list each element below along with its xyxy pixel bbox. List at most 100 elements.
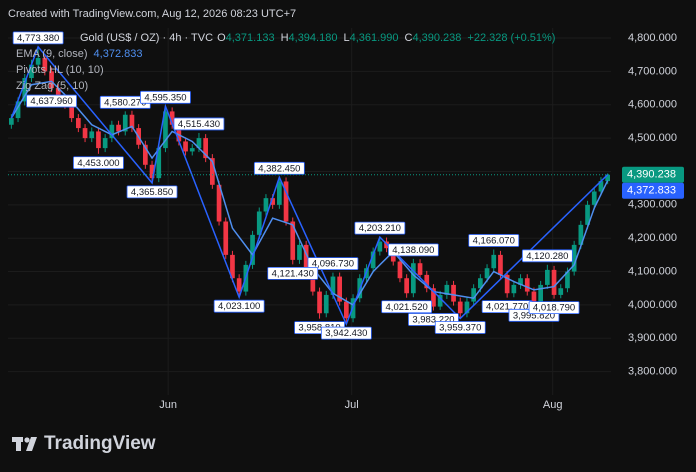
candle-body	[250, 234, 255, 265]
candle-body	[96, 131, 101, 149]
pivot-label: 4,021.770	[486, 302, 528, 313]
candle-body	[524, 278, 530, 292]
pivot-label-box	[213, 299, 265, 313]
candle-body	[76, 118, 81, 129]
legend-ema-name: EMA (9, close)	[16, 48, 88, 60]
candle-body	[558, 288, 564, 295]
pivot-label-box	[434, 321, 486, 334]
pivot-label: 4,166.070	[473, 236, 515, 247]
candle-body	[471, 288, 476, 302]
candle-body	[270, 198, 275, 205]
pivot-label-box	[320, 326, 372, 340]
candle-body	[511, 284, 517, 294]
candle-body	[163, 111, 168, 149]
pivot-label: 4,121.430	[272, 268, 314, 279]
candle-body	[89, 131, 95, 139]
candle-body	[518, 278, 523, 285]
candle-body	[109, 124, 115, 139]
pivot-label: 4,023.100	[218, 301, 260, 312]
candle-body	[143, 144, 148, 165]
candle-body	[236, 278, 242, 292]
legend-value: 4,390.238	[412, 32, 461, 44]
pivot-label-box	[354, 221, 406, 235]
candle-body	[169, 111, 175, 125]
candle-body	[545, 269, 550, 285]
candle-body	[444, 284, 450, 295]
candle-body	[344, 301, 349, 319]
candle-body	[565, 271, 570, 289]
candle-body	[176, 124, 182, 142]
candle-body	[370, 251, 376, 269]
candle-body	[297, 244, 302, 260]
candle-body	[149, 164, 155, 179]
candle-body	[69, 104, 74, 119]
y-tick-label: 3,900.000	[628, 332, 677, 344]
candle-body	[457, 301, 463, 314]
candle-body	[451, 284, 456, 302]
legend-key: O	[217, 32, 226, 44]
candle-body	[498, 254, 503, 275]
x-tick-label: Aug	[543, 399, 563, 411]
legend-value: 4,371.133	[226, 32, 275, 44]
legend-value: 4,394.180	[289, 32, 338, 44]
pivot-label: 4,018.790	[533, 303, 575, 314]
candle-body	[424, 274, 430, 289]
pivot-label: 3,942.430	[325, 328, 367, 339]
pivot-label-box	[173, 117, 225, 131]
candle-body	[330, 276, 336, 295]
legend-pivots: Pivots HL (10, 10)	[16, 64, 104, 76]
candle-body	[317, 291, 322, 314]
candle-body	[404, 278, 409, 294]
legend-change: +22.328 (+0.51%)	[467, 32, 555, 44]
legend-ema: EMA (9, close) 4,372.833	[16, 48, 142, 60]
pivot-label-box	[307, 257, 359, 271]
legend-ema-value: 4,372.833	[94, 48, 143, 60]
candle-body	[256, 211, 262, 235]
candle-body	[303, 244, 309, 269]
candle-body	[283, 181, 289, 222]
candle-body	[223, 221, 229, 255]
watermark: TradingView	[44, 433, 156, 454]
price-label: 4,390.238	[627, 169, 676, 181]
candle-body	[277, 181, 282, 205]
candle-body	[102, 138, 108, 149]
pivot-label: 4,021.520	[386, 302, 428, 313]
pivot-label: 4,382.450	[258, 163, 300, 174]
legend-symbol: Gold (US$ / OZ) · 4h · TVC O4,371.133 H4,3…	[80, 32, 555, 44]
y-tick-label: 4,600.000	[628, 99, 677, 111]
watermark-logo	[12, 437, 37, 451]
pivot-label: 4,453.000	[77, 158, 119, 169]
pivot-label: 3,995.820	[513, 310, 555, 321]
candle-body	[491, 254, 497, 269]
pivot-label-box	[126, 185, 178, 199]
y-tick-label: 4,300.000	[628, 199, 677, 211]
candle-body	[116, 124, 121, 132]
candle-body	[156, 148, 162, 179]
candle-body	[196, 138, 202, 149]
y-tick-label: 4,800.000	[628, 32, 677, 44]
header: Created with TradingView.com, Aug 12, 20…	[8, 8, 296, 20]
candle-body	[598, 181, 604, 192]
candle-body	[571, 244, 577, 272]
pivot-label: 4,637.960	[30, 96, 72, 107]
candle-body	[9, 118, 14, 125]
pivot-label-box	[468, 234, 520, 247]
candle-body	[22, 78, 28, 102]
candle-body	[591, 191, 597, 205]
y-tick-label: 4,100.000	[628, 265, 677, 277]
y-tick-label: 4,700.000	[628, 65, 677, 77]
pivot-label: 3,959.370	[439, 322, 481, 333]
candle-body	[29, 64, 34, 79]
pivot-label: 4,595.350	[144, 92, 186, 103]
y-tick-label: 3,800.000	[628, 366, 677, 378]
candle-body	[585, 204, 590, 225]
pivot-label-box	[381, 300, 433, 314]
legend-key: C	[405, 32, 413, 44]
pivot-label: 4,365.850	[131, 187, 173, 198]
legend-symbol-name: Gold (US$ / OZ) · 4h · TVC	[80, 32, 213, 44]
candle-body	[605, 174, 610, 182]
legend-value: 4,361.990	[350, 32, 399, 44]
candle-body	[15, 101, 21, 119]
price-box	[622, 166, 684, 183]
candle-body	[122, 114, 128, 132]
